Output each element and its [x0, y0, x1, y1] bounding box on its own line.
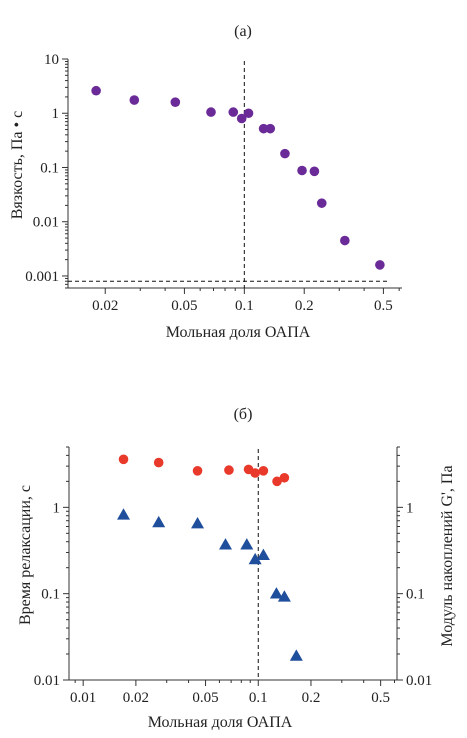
circle-data-point: [192, 466, 203, 476]
viscosity-x-axis-label: Мольная доля ОАПА: [166, 324, 311, 341]
viscosity-y-axis-label: Вязкость, Па • с: [9, 111, 26, 219]
right-y-tick-label: 0.01: [406, 673, 432, 689]
circle-data-point: [250, 468, 260, 478]
circle-data-point: [258, 123, 269, 134]
triangle-data-point: [219, 538, 233, 550]
circle-data-point: [375, 260, 385, 270]
circle-data-point: [236, 113, 247, 124]
relaxation-ticks: 0.01 0.02 0.05 0.1 0.2 0.5 1 0.1 0.01 1 0.1 0.01: [34, 446, 432, 706]
panel-b-title: (б): [234, 406, 253, 423]
viscosity-ticks: 0.02 0.05 0.1 0.2 0.5 10 1 0.1 0.01 0.001: [25, 52, 400, 314]
storage-modulus-right-axis-label: Модуль накоплений G', Па: [439, 465, 456, 646]
triangle-data-point: [191, 516, 205, 529]
circle-data-point: [91, 85, 101, 96]
circle-data-point: [118, 454, 129, 465]
circle-data-point: [265, 123, 276, 134]
viscosity-axes: [67, 59, 402, 289]
x-tick-label: 0.02: [92, 298, 118, 314]
panel-a-title: (a): [234, 23, 252, 40]
circle-data-point: [280, 148, 290, 159]
circle-data-point: [153, 457, 164, 468]
y-tick-label: 1: [53, 500, 61, 516]
x-tick-label: 0.05: [171, 298, 197, 314]
circle-data-point: [309, 166, 320, 177]
x-tick-label: 0.05: [192, 690, 218, 706]
viscosity-points: [91, 85, 385, 270]
y-tick-label: 0.001: [25, 269, 59, 285]
viscosity-chart: (a) 0.02 0.05 0.1 0.2 0.5 10 1 0.1 0.01 0.001 Мол…: [9, 23, 402, 341]
triangle-data-point: [117, 508, 131, 520]
triangle-data-point: [248, 552, 262, 565]
y-tick-label: 0.01: [34, 673, 60, 689]
triangle-data-point: [256, 548, 270, 560]
relaxation-chart: (б) 0.01 0.02 0.05 0.1 0.2 0.510.10.0110.10.0…: [17, 406, 456, 731]
circle-data-point: [170, 97, 181, 107]
circle-data-point: [340, 235, 350, 246]
relaxation-axes: [68, 447, 398, 681]
right-y-tick-label: 1: [406, 500, 414, 516]
triangle-data-point: [289, 649, 303, 661]
x-tick-label: 0.01: [70, 690, 96, 706]
circle-data-point: [228, 107, 239, 117]
x-tick-label: 0.02: [123, 690, 149, 706]
y-tick-label: 10: [44, 52, 59, 68]
triangle-data-point: [240, 538, 254, 550]
relaxation-y-axis-label: Время релаксации, с: [17, 485, 34, 625]
circle-data-point: [243, 108, 254, 119]
circle-data-point: [279, 472, 290, 483]
right-y-tick-label: 0.1: [406, 587, 425, 603]
x-tick-label: 0.1: [235, 298, 254, 314]
relaxation-points: [117, 454, 303, 661]
y-tick-label: 0.1: [40, 160, 59, 176]
circle-data-point: [316, 198, 327, 208]
y-tick-label: 0.1: [41, 587, 60, 603]
x-tick-label: 0.5: [374, 298, 393, 314]
circle-data-point: [206, 107, 216, 117]
circle-data-point: [297, 165, 307, 176]
x-tick-label: 0.2: [302, 690, 321, 706]
x-tick-label: 0.2: [295, 298, 314, 314]
triangle-data-point: [277, 590, 291, 602]
viscosity-reference-lines: [68, 61, 388, 288]
y-tick-label: 0.01: [33, 215, 59, 231]
circle-data-point: [272, 476, 282, 487]
triangle-data-point: [269, 587, 283, 599]
circle-data-point: [258, 466, 269, 476]
y-tick-label: 1: [52, 106, 60, 122]
x-tick-label: 0.5: [371, 690, 390, 706]
circle-data-point: [224, 465, 234, 475]
triangle-data-point: [152, 515, 166, 528]
x-tick-label: 0.1: [249, 690, 268, 706]
circle-data-point: [129, 95, 140, 105]
relaxation-x-axis-label: Мольная доля ОАПА: [148, 714, 293, 731]
